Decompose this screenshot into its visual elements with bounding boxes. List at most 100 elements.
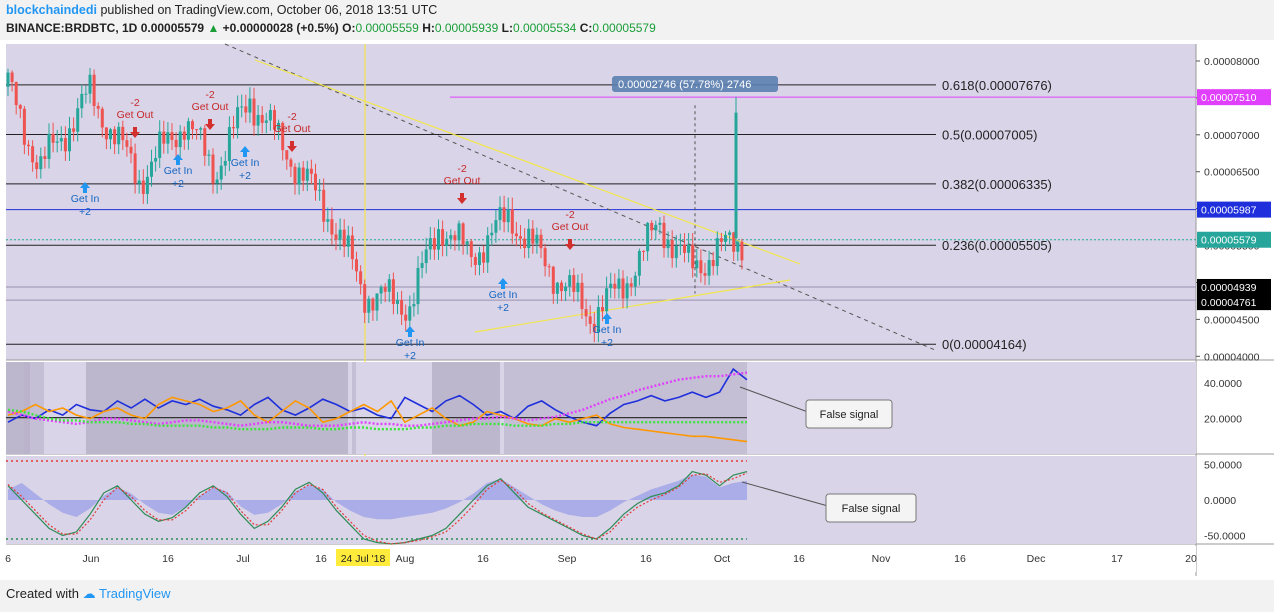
candle-body [416, 267, 420, 305]
candle-body [453, 235, 457, 241]
dmi-series-line [7, 367, 748, 427]
candle-body [670, 239, 674, 259]
candle-body [473, 257, 477, 266]
candle-body [51, 133, 55, 143]
price-panel[interactable]: 0.000080000.000075000.000070000.00006500… [6, 43, 1274, 576]
candle-body [240, 106, 244, 108]
candle-body [412, 304, 416, 307]
publish-line: blockchaindedi published on TradingView.… [6, 3, 437, 17]
candle-body [699, 260, 703, 274]
signal-marker: Get In+2 [396, 326, 424, 362]
candle-body [646, 222, 650, 252]
dmi-panel[interactable]: 40.0000 20.0000 False signal [6, 362, 1242, 454]
arrow-up-icon [498, 278, 508, 289]
candle-body [96, 105, 100, 109]
candle-body [121, 126, 125, 141]
annotation-box [805, 399, 893, 429]
candle-body [129, 146, 133, 154]
candle-body [387, 279, 391, 292]
footer: Created with ☁ TradingView [6, 586, 171, 602]
signal-qty: -2 [565, 209, 574, 221]
time-axis-label: Aug [396, 553, 415, 565]
time-axis[interactable]: 6 Jun 16 Jul 16 24 Jul '18 Aug 16 Sep 16 Oct 16 Nov 1… [5, 546, 1197, 572]
candle-body [158, 131, 162, 158]
signal-label: Get Out [117, 109, 154, 121]
dmi-tick-label: 20.0000 [1204, 414, 1242, 426]
signal-qty: -2 [205, 89, 214, 101]
candle-body [736, 241, 740, 252]
signal-label: Get In [164, 165, 193, 177]
candle-body [740, 241, 744, 261]
time-axis-label: 20 [1185, 553, 1197, 565]
candle-body [588, 316, 592, 324]
candle-body [580, 282, 584, 310]
oscillator-tick-label: -50.0000 [1204, 530, 1246, 542]
annotation-text: False signal [820, 409, 879, 421]
candle-body [359, 271, 363, 285]
candle-body [703, 273, 707, 276]
candle-body [396, 300, 399, 304]
time-axis-label: Jul [236, 553, 249, 565]
candle-body [391, 279, 395, 304]
candle-body [637, 250, 641, 276]
price-scale-badge [1197, 201, 1271, 218]
candle-body [519, 236, 522, 239]
arrow-up-icon [602, 313, 612, 324]
candle-body [322, 189, 326, 222]
candle-body [223, 160, 227, 166]
low-label: L: [501, 21, 513, 35]
candle-body [555, 282, 559, 294]
measure-box-bg [612, 76, 778, 92]
price-tick-label: 0.00004000 [1204, 351, 1260, 363]
arrow-up-icon [80, 182, 90, 193]
time-axis-bg [6, 546, 1196, 572]
candle-body [687, 244, 691, 253]
candle-body [137, 180, 141, 184]
candle-body [92, 74, 96, 106]
candle-body [207, 154, 211, 156]
candle-body [14, 82, 18, 106]
candle-body [264, 120, 268, 123]
signal-marker: Get In+2 [489, 278, 517, 314]
time-axis-label: 16 [793, 553, 805, 565]
candle-body [301, 167, 305, 181]
candle-body [539, 234, 543, 249]
arrow-up-icon [405, 326, 415, 337]
price-scale-badge-label: 0.00007510 [1201, 92, 1257, 104]
oscillator-panel[interactable]: 50.0000 0.0000 -50.0000 False signal [6, 456, 1246, 545]
signal-qty: +2 [172, 178, 184, 190]
candle-body [113, 129, 117, 145]
close-label: C: [579, 21, 593, 35]
time-axis-highlight [336, 549, 390, 566]
tradingview-brand[interactable]: TradingView [99, 586, 171, 601]
candle-body [596, 307, 600, 333]
candle-body [531, 228, 535, 244]
chart-area[interactable]: 0.000080000.000075000.000070000.00006500… [0, 40, 1274, 580]
candle-body [141, 180, 145, 194]
candle-body [215, 179, 219, 184]
candle-body [338, 229, 342, 240]
candle-body [6, 72, 10, 87]
candle-body [437, 229, 440, 250]
candle-body [375, 293, 379, 311]
annotation-connector [741, 481, 829, 507]
annotation-text: False signal [842, 503, 901, 515]
candle-body [244, 106, 248, 113]
candle-body [523, 238, 527, 249]
candle-body [584, 309, 588, 317]
candle-body [182, 131, 186, 140]
candle-body [371, 298, 375, 311]
candle-body [154, 157, 158, 162]
annotation-box [825, 493, 917, 523]
price-tick-label: 0.00007000 [1204, 130, 1260, 142]
candle-body [613, 283, 617, 289]
open-label: O: [342, 21, 356, 35]
oscillator-tick-label: 0.0000 [1204, 495, 1236, 507]
author-name[interactable]: blockchaindedi [6, 3, 97, 17]
fib-level-label: 0(0.00004164) [942, 337, 1027, 352]
candle-body [109, 129, 112, 140]
time-axis-label: 16 [315, 553, 327, 565]
candle-body [80, 93, 84, 109]
